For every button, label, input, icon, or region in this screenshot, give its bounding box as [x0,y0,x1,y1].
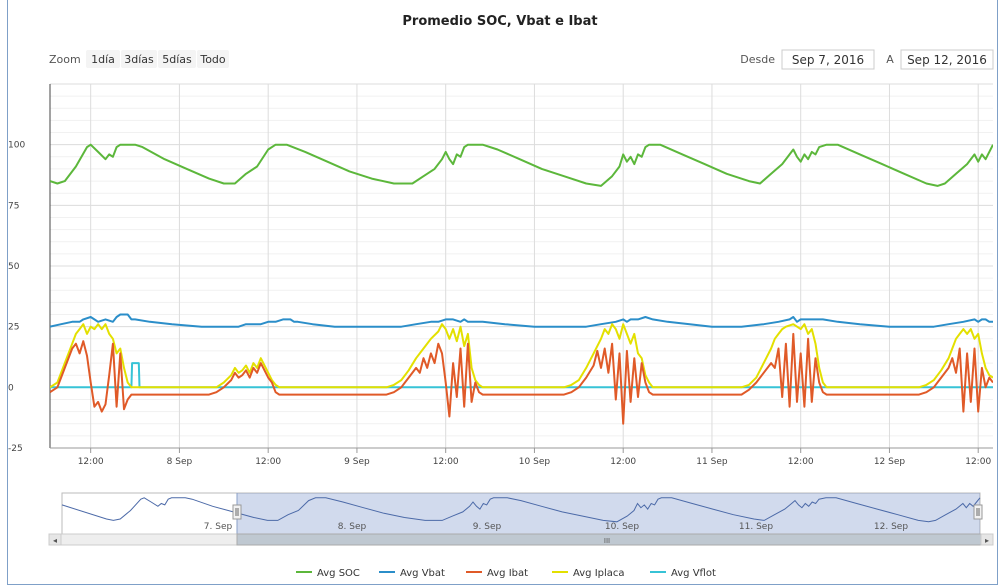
legend-item-avg-ibat[interactable]: Avg Ibat [466,568,528,579]
zoom-button-bg[interactable] [158,50,196,68]
x-tick-label: 8 Sep [167,457,193,467]
zoom-button-label[interactable]: Todo [199,53,226,66]
navigator-selection[interactable] [237,493,980,534]
arrow-left-icon[interactable]: ◂ [53,536,57,545]
zoom-button-5días[interactable]: 5días [158,50,196,68]
scrollbar-thumb[interactable] [236,533,988,546]
legend-item-avg-soc[interactable]: Avg SOC [296,568,360,579]
to-date-value[interactable]: Sep 12, 2016 [907,53,987,67]
navigator-date-label: 7. Sep [204,522,233,532]
chart-title: Promedio SOC, Vbat e Ibat [402,14,597,29]
y-tick-label: 0 [8,383,14,393]
handle-body[interactable] [973,504,983,520]
legend-item-avg-vflot[interactable]: Avg Vflot [650,568,716,579]
zoom-button-bg[interactable] [197,50,229,68]
scrollbar-left-button[interactable] [48,533,62,546]
series-line-avg-iplaca [50,323,993,389]
zoom-button-label[interactable]: 3días [124,53,154,66]
y-tick-label: 75 [8,201,19,211]
zoom-button-bg[interactable] [86,50,120,68]
x-tick-label: 12:00 [965,457,991,467]
from-date-value[interactable]: Sep 7, 2016 [792,53,864,67]
navigator-handle-left[interactable] [232,504,242,520]
navigator [61,492,981,535]
navigator-date-label: 8. Sep [338,522,367,532]
x-tick-label: 12:00 [255,457,281,467]
x-tick-label: 9 Sep [344,457,370,467]
legend-item-avg-vbat[interactable]: Avg Vbat [379,568,445,579]
x-tick-label: 12:00 [610,457,636,467]
zoom-button-bg[interactable] [121,50,157,68]
zoom-button-label[interactable]: 5días [162,53,192,66]
navigator-handle-right[interactable] [973,504,983,520]
legend-label[interactable]: Avg SOC [317,568,360,579]
legend-label[interactable]: Avg Ibat [487,568,528,579]
zoom-button-1día[interactable]: 1día [86,50,120,68]
navigator-date-label: 12. Sep [874,522,908,532]
series-group [50,143,993,425]
series-line-avg-ibat [50,332,993,425]
to-date-input[interactable] [900,49,994,70]
legend-label[interactable]: Avg Vbat [400,568,445,579]
x-tick-label: 12:00 [78,457,104,467]
legend-label[interactable]: Avg Vflot [671,568,716,579]
chart-frame [7,0,998,585]
legend-label[interactable]: Avg Iplaca [573,568,625,579]
y-tick-label: 25 [8,323,19,333]
x-tick-label: 12:00 [433,457,459,467]
y-tick-label: 100 [8,141,25,151]
zoom-button-label[interactable]: 1día [91,53,115,66]
navigator-date-label: 11. Sep [739,522,773,532]
x-tick-label: 12 Sep [874,457,906,467]
navigator-series-line [61,497,981,523]
zoom-button-3días[interactable]: 3días [121,50,157,68]
to-label: A [886,53,894,66]
series-line-avg-soc [50,143,993,187]
y-tick-label: -25 [8,444,23,454]
navigator-date-label: 9. Sep [473,522,502,532]
legend-item-avg-iplaca[interactable]: Avg Iplaca [552,568,625,579]
from-date-input[interactable] [781,49,875,70]
from-label: Desde [740,53,775,66]
handle-body[interactable] [232,504,242,520]
zoom-label: Zoom [49,53,81,66]
scrollbar-right-button[interactable] [980,533,994,546]
x-tick-label: 12:00 [788,457,814,467]
x-tick-label: 10 Sep [519,457,551,467]
arrow-right-icon[interactable]: ▸ [985,536,989,545]
navigator-date-label: 10. Sep [605,522,639,532]
scrollbar-grip[interactable]: III [604,537,610,545]
series-line-avg-vbat [50,313,993,328]
x-tick-label: 11 Sep [696,457,728,467]
y-tick-label: 50 [8,262,20,272]
zoom-button-Todo[interactable]: Todo [197,50,229,68]
